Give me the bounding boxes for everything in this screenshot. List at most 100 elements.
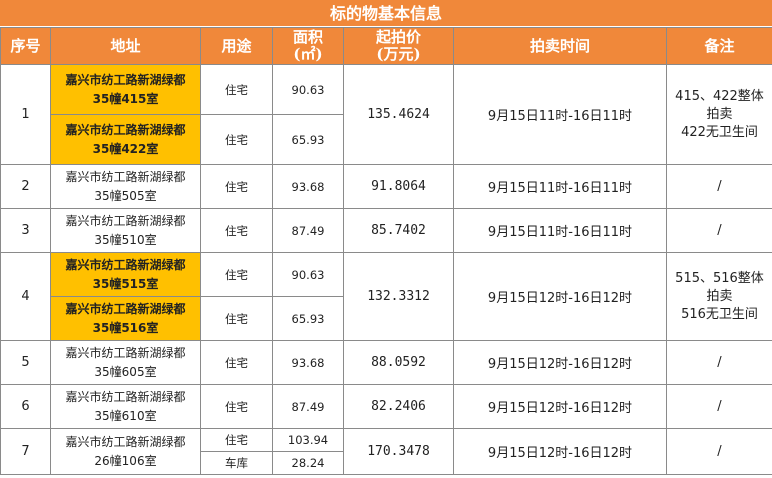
table-row: 嘉兴市纺工路新湖绿都 35幢422室 住宅 65.93: [1, 114, 772, 165]
note-cell: 515、516整体 拍卖 516无卫生间: [666, 252, 772, 341]
address-line2: 35幢415室: [92, 91, 159, 106]
table-row: 7 嘉兴市纺工路新湖绿都 26幢106室 住宅 103.94 170.3478 9…: [0, 428, 772, 475]
note-cell: 415、422整体 拍卖 422无卫生间: [666, 64, 772, 165]
header-price: 起拍价 (万元): [343, 27, 454, 65]
area-cell: 28.24: [272, 451, 344, 475]
price-cell: 88.0592: [343, 340, 454, 385]
header-area-line2: (㎡): [293, 45, 323, 63]
table-row: 5 嘉兴市纺工路新湖绿都 35幢605室 住宅 93.68 88.0592 9月1…: [0, 340, 772, 385]
use-cell: 住宅: [200, 296, 273, 341]
header-row: 序号 地址 用途 面积 (㎡) 起拍价 (万元) 拍卖时间 备注: [0, 27, 772, 65]
header-price-line1: 起拍价: [375, 28, 421, 46]
header-use: 用途: [200, 27, 273, 65]
use-cell: 住宅: [200, 340, 273, 385]
time-cell: 9月15日11时-16日11时: [453, 208, 667, 253]
use-cell: 住宅: [200, 428, 273, 452]
address-cell: 嘉兴市纺工路新湖绿都 26幢106室: [50, 428, 201, 475]
area-cell: 90.63: [272, 64, 344, 115]
use-cell: 住宅: [200, 208, 273, 253]
area-cell: 90.63: [272, 252, 344, 297]
price-cell: 170.3478: [343, 428, 454, 475]
area-cell: 103.94: [272, 428, 344, 452]
time-cell: 9月15日11时-16日11时: [453, 164, 667, 209]
table-row: 车库 28.24: [1, 451, 772, 475]
note-line3: 422无卫生间: [681, 124, 758, 140]
seq-cell: 3: [0, 208, 51, 253]
area-cell: 87.49: [272, 384, 344, 429]
time-cell: 9月15日12时-16日12时: [453, 384, 667, 429]
note-line1: 415、422整体: [675, 88, 764, 104]
header-time: 拍卖时间: [453, 27, 667, 65]
price-cell: 82.2406: [343, 384, 454, 429]
note-cell: /: [666, 340, 772, 385]
address-cell: 嘉兴市纺工路新湖绿都 35幢505室: [50, 164, 201, 209]
address-line1: 嘉兴市纺工路新湖绿都: [65, 122, 186, 137]
seq-cell: 2: [0, 164, 51, 209]
address-cell: 嘉兴市纺工路新湖绿都 35幢605室: [50, 340, 201, 385]
address-cell: 嘉兴市纺工路新湖绿都 35幢610室: [50, 384, 201, 429]
address-line2: 35幢605室: [94, 364, 157, 379]
price-cell: 132.3312: [343, 252, 454, 341]
note-cell: /: [666, 164, 772, 209]
table-row: 1 嘉兴市纺工路新湖绿都 35幢415室 住宅 90.63 135.4624 9月…: [0, 64, 772, 165]
price-cell: 85.7402: [343, 208, 454, 253]
seq-cell: 5: [0, 340, 51, 385]
use-cell: 住宅: [200, 384, 273, 429]
address-line2: 35幢516室: [92, 320, 159, 335]
address-line1: 嘉兴市纺工路新湖绿都: [65, 169, 186, 184]
price-cell: 135.4624: [343, 64, 454, 165]
address-line2: 35幢515室: [92, 276, 159, 291]
table-row: 嘉兴市纺工路新湖绿都 35幢516室 住宅 65.93: [1, 296, 772, 341]
address-line2: 26幢106室: [94, 453, 157, 468]
header-area-line1: 面积: [292, 28, 323, 46]
note-line2: 拍卖: [706, 288, 733, 304]
time-cell: 9月15日11时-16日11时: [453, 64, 667, 165]
address-cell: 嘉兴市纺工路新湖绿都 35幢422室: [50, 114, 201, 165]
header-address: 地址: [50, 27, 201, 65]
auction-table: 序号 地址 用途 面积 (㎡) 起拍价 (万元) 拍卖时间 备注 1 嘉兴市纺工路新…: [0, 27, 772, 475]
address-line1: 嘉兴市纺工路新湖绿都: [65, 213, 186, 228]
seq-cell: 6: [0, 384, 51, 429]
address-cell: 嘉兴市纺工路新湖绿都 35幢415室: [50, 64, 201, 115]
area-cell: 93.68: [272, 164, 344, 209]
table-row: 2 嘉兴市纺工路新湖绿都 35幢505室 住宅 93.68 91.8064 9月1…: [0, 164, 772, 209]
time-cell: 9月15日12时-16日12时: [453, 428, 667, 475]
address-line1: 嘉兴市纺工路新湖绿都: [65, 72, 186, 87]
note-cell: /: [666, 428, 772, 475]
use-cell: 住宅: [200, 114, 273, 165]
header-note: 备注: [666, 27, 772, 65]
address-line1: 嘉兴市纺工路新湖绿都: [65, 434, 186, 449]
seq-cell: 4: [0, 252, 51, 341]
header-seq: 序号: [0, 27, 51, 65]
address-line2: 35幢505室: [94, 188, 157, 203]
area-cell: 93.68: [272, 340, 344, 385]
header-area: 面积 (㎡): [272, 27, 344, 65]
table-row: 3 嘉兴市纺工路新湖绿都 35幢510室 住宅 87.49 85.7402 9月1…: [0, 208, 772, 253]
address-line1: 嘉兴市纺工路新湖绿都: [65, 257, 186, 272]
note-cell: /: [666, 208, 772, 253]
address-line2: 35幢610室: [94, 408, 157, 423]
header-price-line2: (万元): [376, 45, 421, 63]
address-cell: 嘉兴市纺工路新湖绿都 35幢516室: [50, 296, 201, 341]
address-cell: 嘉兴市纺工路新湖绿都 35幢510室: [50, 208, 201, 253]
time-cell: 9月15日12时-16日12时: [453, 252, 667, 341]
address-line2: 35幢510室: [94, 232, 157, 247]
note-cell: /: [666, 384, 772, 429]
address-line1: 嘉兴市纺工路新湖绿都: [65, 345, 186, 360]
note-line1: 515、516整体: [675, 270, 764, 286]
address-line1: 嘉兴市纺工路新湖绿都: [65, 389, 186, 404]
seq-cell: 1: [0, 64, 51, 165]
table-row: 6 嘉兴市纺工路新湖绿都 35幢610室 住宅 87.49 82.2406 9月1…: [0, 384, 772, 429]
table-row: 4 嘉兴市纺工路新湖绿都 35幢515室 住宅 90.63 132.3312 9月…: [0, 252, 772, 341]
note-line2: 拍卖: [706, 106, 733, 122]
table-title: 标的物基本信息: [0, 0, 772, 27]
note-line3: 516无卫生间: [681, 306, 758, 322]
area-cell: 65.93: [272, 114, 344, 165]
address-line1: 嘉兴市纺工路新湖绿都: [65, 301, 186, 316]
use-cell: 住宅: [200, 252, 273, 297]
address-line2: 35幢422室: [92, 141, 159, 156]
area-cell: 65.93: [272, 296, 344, 341]
address-cell: 嘉兴市纺工路新湖绿都 35幢515室: [50, 252, 201, 297]
use-cell: 住宅: [200, 64, 273, 115]
use-cell: 住宅: [200, 164, 273, 209]
